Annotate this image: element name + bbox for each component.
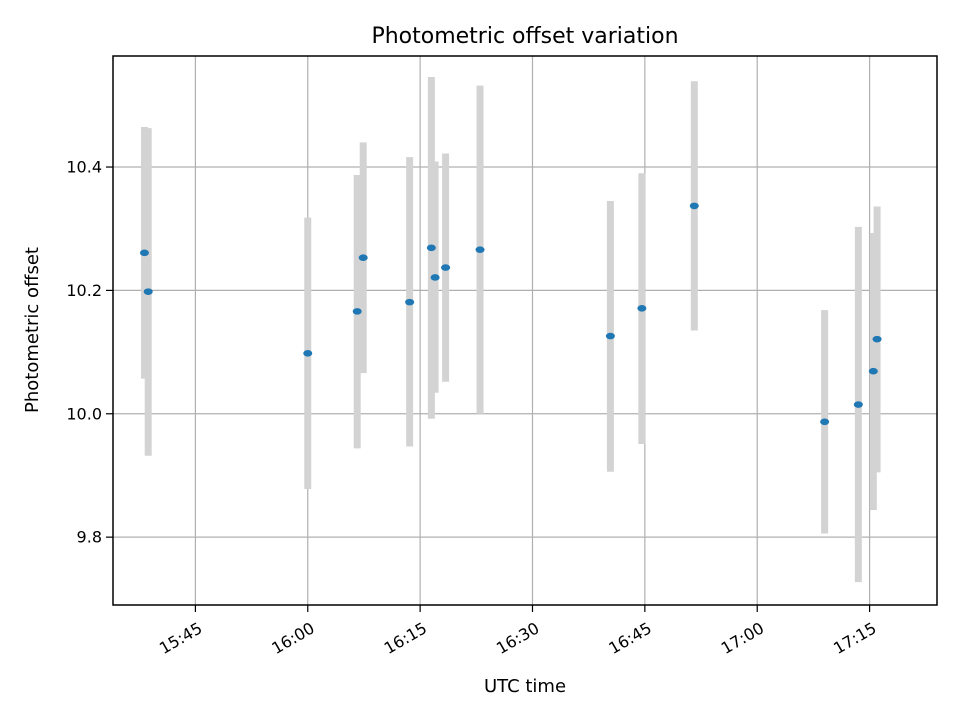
y-tick-label: 10.0 bbox=[66, 404, 102, 423]
data-point bbox=[605, 332, 615, 340]
data-point bbox=[441, 264, 451, 271]
y-tick-label: 10.4 bbox=[66, 158, 102, 177]
y-axis-ticks: 9.8 10.0 10.2 10.4 bbox=[66, 158, 113, 547]
data-point bbox=[637, 304, 647, 312]
x-axis-label: UTC time bbox=[484, 676, 566, 697]
data-point bbox=[820, 418, 830, 426]
data-point bbox=[868, 367, 878, 375]
y-tick-label: 9.8 bbox=[77, 528, 102, 547]
data-point bbox=[143, 288, 153, 295]
data-points bbox=[139, 202, 882, 426]
data-point bbox=[405, 298, 415, 306]
chart-title: Photometric offset variation bbox=[371, 24, 678, 49]
y-tick-label: 10.2 bbox=[66, 281, 102, 300]
data-point bbox=[430, 274, 440, 281]
data-point bbox=[139, 249, 149, 257]
y-axis-label: Photometric offset bbox=[22, 247, 43, 413]
plot-frame bbox=[112, 55, 938, 606]
data-point bbox=[872, 335, 882, 343]
data-point bbox=[426, 244, 436, 252]
data-point bbox=[352, 308, 362, 315]
data-point bbox=[303, 350, 313, 357]
data-point bbox=[358, 254, 368, 262]
data-point bbox=[475, 246, 485, 253]
data-point bbox=[853, 401, 863, 408]
data-point bbox=[689, 202, 699, 210]
